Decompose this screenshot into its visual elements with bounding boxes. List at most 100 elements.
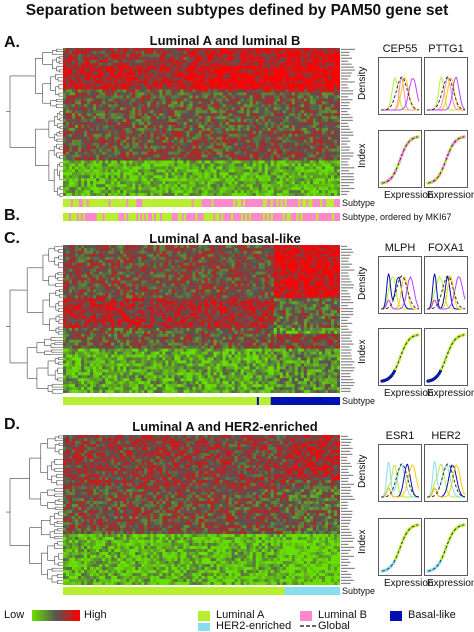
heatmap-cell [93,77,97,81]
heatmap-cell [246,157,251,161]
heatmap-cell [279,136,284,141]
heatmap-cell [309,104,314,108]
heatmap-cell [204,169,208,173]
heatmap-cell [84,77,88,81]
heatmap-cell [126,56,130,61]
heatmap-cell [306,172,311,176]
heatmap-cell [180,119,184,123]
heatmap-cell [111,166,115,170]
heatmap-cell [300,116,305,120]
heatmap-cell [168,74,172,78]
heatmap-cell [183,110,187,114]
heatmap-cell [111,169,115,173]
heatmap-cell [96,107,100,111]
heatmap-cell [213,133,217,138]
heatmap-cell [198,163,202,167]
heatmap-cell [279,56,284,61]
heatmap-cell [162,124,166,129]
heatmap-cell [231,133,236,138]
heatmap-cell [300,142,305,147]
heatmap-cell [249,98,254,102]
heatmap-cell [279,68,284,73]
heatmap-cell [333,59,338,64]
heatmap-cell [99,110,103,114]
heatmap-cell [237,92,242,96]
heatmap-cell [150,62,154,67]
heatmap-cell [216,83,220,87]
heatmap-cell [306,59,311,64]
heatmap-cell [150,181,154,185]
heatmap-cell [99,68,103,73]
heatmap-cell [327,154,332,158]
heatmap-cell [99,113,103,117]
heatmap-cell [120,139,124,144]
heatmap-cell [174,130,178,135]
heatmap-cell [147,107,151,111]
heatmap-cell [222,68,226,73]
heatmap-cell [273,133,278,138]
heatmap-cell [303,80,308,84]
heatmap-cell [291,133,296,138]
heatmap-cell [156,92,160,96]
heatmap-cell [102,98,106,102]
heatmap-cell [333,77,338,81]
heatmap-cell [165,166,169,170]
heatmap-cell [111,98,115,102]
heatmap-cell [312,83,317,87]
heatmap-cell [216,181,220,185]
heatmap-cell [120,133,124,138]
heatmap-cell [144,133,148,138]
heatmap-cell [72,142,76,147]
heatmap-cell [213,101,217,105]
heatmap-cell [291,172,296,176]
heatmap-cell [189,130,193,135]
heatmap-cell [141,68,145,73]
heatmap-cell [228,124,233,129]
heatmap-cell [222,130,226,135]
heatmap-cell [306,89,311,93]
heatmap-cell [216,133,220,138]
heatmap-cell [72,95,76,99]
heatmap-cell [198,83,202,87]
heatmap-cell [153,110,157,114]
heatmap-cell [291,151,296,155]
heatmap-cell [216,113,220,117]
heatmap-cell [240,71,245,76]
heatmap-cell [252,53,257,58]
heatmap-cell [66,139,70,144]
heatmap-cell [90,83,94,87]
heatmap-cell [318,113,323,117]
heatmap-cell [267,62,272,67]
heatmap-cell [213,86,217,90]
heatmap-cell [246,65,251,70]
heatmap-cell [111,145,115,150]
heatmap-cell [252,122,257,126]
heatmap-cell [63,116,67,120]
heatmap-cell [192,77,196,81]
heatmap-cell [225,48,229,52]
heatmap-cell [306,98,311,102]
heatmap-cell [156,113,160,117]
heatmap-cell [324,53,329,58]
heatmap-cell [267,89,272,93]
heatmap-cell [102,124,106,129]
heatmap-cell [153,83,157,87]
heatmap-cell [285,83,290,87]
heatmap-cell [177,110,181,114]
heatmap-cell [93,59,97,64]
heatmap-cell [216,124,220,129]
heatmap-cell [90,113,94,117]
heatmap-cell [255,127,260,132]
heatmap-cell [189,119,193,123]
heatmap-cell [195,154,199,158]
heatmap-cell [177,172,181,176]
heatmap-cell [276,74,281,78]
heatmap-cell [222,163,226,167]
heatmap-cell [213,107,217,111]
heatmap-cell [234,48,239,52]
heatmap-cell [132,50,136,55]
heatmap-cell [285,139,290,144]
heatmap-cell [84,89,88,93]
heatmap-cell [264,122,269,126]
heatmap-cell [288,122,293,126]
